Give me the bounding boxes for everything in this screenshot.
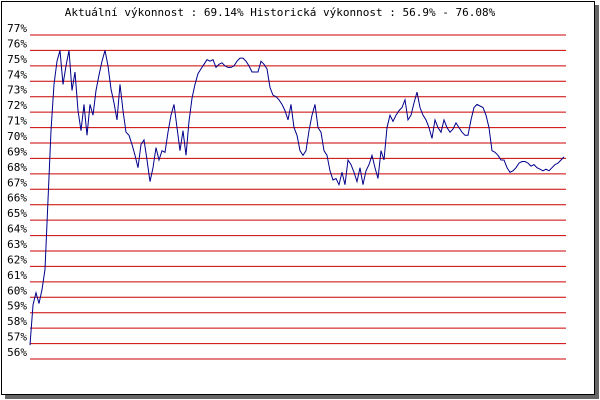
y-tick-label: 74% (7, 68, 27, 81)
frame (1, 1, 595, 395)
y-tick-label: 71% (7, 115, 27, 128)
y-tick-label: 62% (7, 253, 27, 266)
y-tick-label: 68% (7, 161, 27, 174)
y-tick-label: 58% (7, 315, 27, 328)
y-tick-label: 61% (7, 269, 27, 282)
chart-title: Aktuální výkonnost : 69.14% Historická v… (65, 6, 496, 19)
y-tick-label: 67% (7, 176, 27, 189)
y-tick-label: 64% (7, 223, 27, 236)
y-tick-label: 69% (7, 145, 27, 158)
y-tick-label: 65% (7, 207, 27, 220)
y-tick-label: 70% (7, 130, 27, 143)
y-tick-label: 75% (7, 53, 27, 66)
y-tick-label: 72% (7, 99, 27, 112)
y-tick-label: 76% (7, 37, 27, 50)
y-tick-label: 73% (7, 84, 27, 97)
y-tick-label: 59% (7, 300, 27, 313)
y-tick-label: 63% (7, 238, 27, 251)
y-tick-label: 60% (7, 284, 27, 297)
y-tick-label: 77% (7, 22, 27, 35)
y-tick-label: 57% (7, 331, 27, 344)
data-line (29, 50, 565, 346)
y-tick-label: 66% (7, 192, 27, 205)
y-tick-label: 56% (7, 346, 27, 359)
